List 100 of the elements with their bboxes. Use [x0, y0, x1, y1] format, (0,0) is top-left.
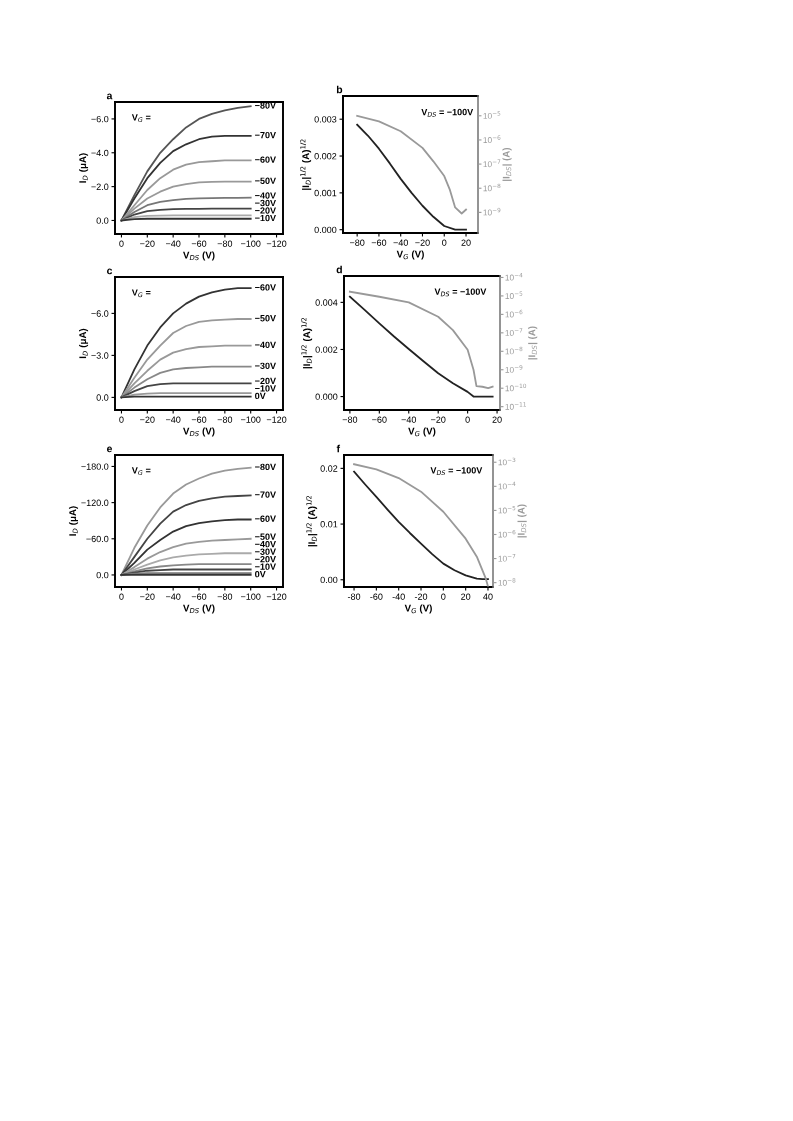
series-label: 0V: [255, 570, 266, 578]
y2-axis-title: |I$_{DS}$| (A): [502, 147, 512, 181]
y-tick-label: 0.0: [96, 571, 109, 579]
y2-tick-label: 10$^{−9}$: [505, 365, 523, 373]
y-tick-label: 0.000: [314, 226, 337, 234]
x-tick-label: 0: [119, 416, 124, 423]
x-tick-label: −40: [165, 593, 181, 600]
x-tick-label: −40: [401, 416, 417, 423]
y-tick-label: 0.003: [314, 116, 337, 123]
annotation: V$_{G}$ =: [131, 114, 151, 123]
y-axis-title: |I$_{D}$|$^{1/2}$ (A)$^{1/2}$: [300, 139, 312, 190]
y-tick-label: −6.0: [91, 310, 109, 317]
y2-tick-label: 10$^{−7}$: [498, 554, 516, 562]
x-tick-label: −20: [140, 593, 155, 600]
x-tick-label: −80: [349, 239, 365, 246]
x-tick-label: 0: [465, 416, 470, 423]
y-tick-label: −4.0: [91, 149, 109, 157]
x-tick-label: 20: [461, 593, 471, 600]
series-label: −50V: [255, 315, 276, 322]
series-label: −20V: [255, 377, 276, 385]
y-tick-label: 0.00: [320, 576, 338, 584]
chart-title: a: [106, 93, 113, 100]
series-label: −20V: [255, 207, 276, 214]
y2-tick-label: 10$^{−3}$: [498, 457, 516, 466]
series-label: −80V: [255, 463, 276, 471]
x-tick-label: −20: [415, 239, 430, 246]
x-axis-title: V$_{G}$ (V): [404, 604, 432, 614]
x-axis-title: V$_{G}$ (V): [396, 250, 424, 260]
y-axis-title: I$_{D}$ (μA): [79, 328, 89, 359]
x-tick-label: −20: [140, 416, 155, 423]
y2-tick-label: 10$^{−5}$: [505, 291, 523, 299]
y2-tick-label: 10$^{−4}$: [505, 272, 523, 281]
x-tick-label: −80: [217, 593, 233, 600]
x-axis-title: V$_{DS}$ (V): [183, 251, 215, 261]
x-tick-label: −100: [240, 593, 261, 600]
chart-title: c: [107, 268, 113, 275]
line-series: [120, 105, 252, 222]
y-tick-label: −60.0: [86, 535, 109, 543]
y2-axis-title: |I$_{DS}$| (A): [517, 504, 527, 538]
x-tick-label: 0: [119, 240, 124, 247]
y-tick-label: 0.0: [96, 217, 109, 224]
y2-tick-label: 10$^{−6}$: [498, 529, 516, 538]
series-label: −60V: [255, 156, 276, 163]
x-tick-label: 0: [441, 593, 446, 600]
x-tick-label: −60: [372, 416, 387, 423]
y-tick-label: 0.002: [314, 153, 337, 160]
x-tick-label: −60: [191, 416, 207, 423]
x-tick-label: 20: [492, 416, 502, 423]
series-label: −70V: [255, 491, 276, 498]
x-tick-label: −40: [165, 416, 181, 423]
y-tick-label: 0.0: [96, 394, 109, 401]
x-tick-label: −80: [217, 416, 233, 423]
y-axis-title: I$_{D}$ (μA): [68, 506, 79, 536]
y-tick-label: −2.0: [91, 183, 109, 190]
chart-title: f: [336, 444, 341, 453]
x-tick-label: -20: [414, 593, 428, 600]
x-tick-label: -40: [392, 593, 405, 600]
series-label: −20V: [255, 555, 276, 563]
y2-tick-label: 10$^{−4}$: [498, 481, 516, 490]
y2-tick-label: 10$^{−6}$: [483, 135, 501, 143]
y2-tick-label: 10$^{−10}$: [505, 383, 527, 392]
x-tick-label: −120: [266, 416, 287, 423]
series-label: −60V: [255, 515, 276, 522]
series-label: −60V: [255, 284, 276, 291]
y-tick-label: 0.001: [314, 189, 337, 197]
y-tick-label: 0.004: [315, 299, 338, 306]
annotation: V$_{DS}$ = −100V: [434, 288, 487, 297]
y2-tick-label: 10$^{−9}$: [483, 207, 501, 216]
y-tick-label: 0.02: [320, 465, 338, 472]
series-label: 0V: [255, 392, 266, 400]
y-axis-title: I$_{D}$ (μA): [79, 153, 89, 183]
y-tick-label: 0.002: [315, 346, 338, 353]
y-axis-title: |I$_{D}$|$^{1/2}$ (A)$^{1/2}$: [306, 495, 318, 547]
x-tick-label: −100: [240, 240, 261, 247]
series-label: −30V: [255, 548, 276, 555]
x-tick-label: −120: [266, 593, 287, 600]
y2-tick-label: 10$^{−8}$: [498, 578, 516, 586]
y2-tick-label: 10$^{−8}$: [483, 183, 501, 192]
x-tick-label: -80: [347, 593, 361, 600]
x-tick-label: 40: [483, 593, 493, 600]
x-tick-label: −80: [217, 240, 233, 247]
annotation: V$_{G}$ =: [131, 289, 151, 298]
series-label: −10V: [255, 385, 276, 392]
y2-tick-label: 10$^{−11}$: [505, 402, 526, 410]
x-tick-label: −60: [191, 593, 207, 600]
y-tick-label: −120.0: [81, 499, 109, 506]
x-axis-title: V$_{G}$ (V): [408, 427, 436, 437]
y2-axis-title: |I$_{DS}$| (A): [528, 326, 538, 360]
y2-tick-label: 10$^{−5}$: [483, 111, 501, 119]
line-series: [356, 123, 467, 231]
x-tick-label: −20: [430, 416, 446, 423]
chart-title: e: [107, 446, 113, 453]
x-tick-label: −80: [342, 416, 358, 423]
series-label: −40V: [255, 192, 276, 199]
series-label: −50V: [255, 533, 276, 540]
y-tick-label: −6.0: [91, 115, 109, 123]
series-label: −30V: [255, 362, 276, 370]
series-label: −10V: [255, 563, 276, 570]
x-tick-label: −100: [240, 416, 261, 423]
y2-tick-label: 10$^{−6}$: [505, 309, 523, 318]
